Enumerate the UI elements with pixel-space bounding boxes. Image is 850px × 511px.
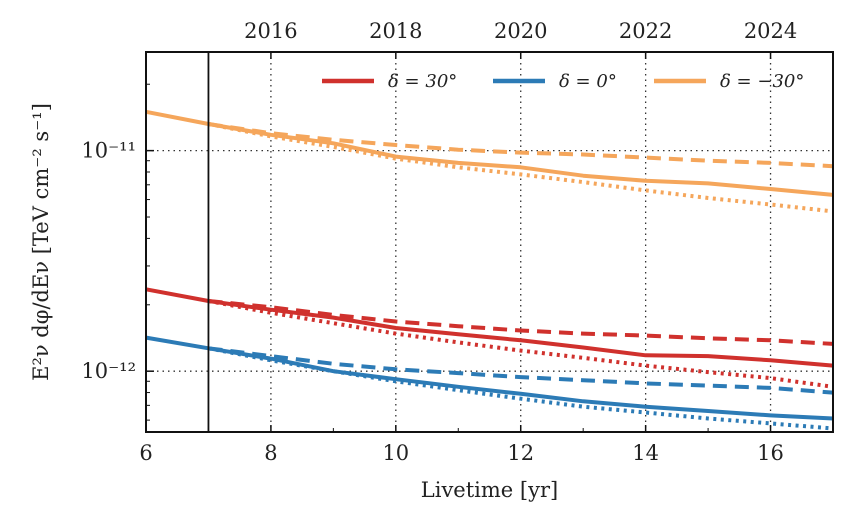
x-tick-label: 10 xyxy=(382,441,409,465)
series-line-dashed xyxy=(208,122,834,169)
series-line-dashed xyxy=(208,299,834,346)
series-line-solid xyxy=(145,109,834,197)
plot-frame xyxy=(145,51,834,433)
x-tick-label: 8 xyxy=(264,441,277,465)
grid-lines xyxy=(146,52,833,432)
top-tick-label: 2018 xyxy=(369,19,422,43)
legend-label: δ = −30° xyxy=(720,71,804,92)
y-axis-label: E²ν dφ/dEν [TeV cm⁻² s⁻¹] xyxy=(29,103,53,381)
series-line-solid xyxy=(145,335,834,421)
x-tick-label: 12 xyxy=(507,441,534,465)
top-tick-label: 2016 xyxy=(244,19,297,43)
x-tick-label: 6 xyxy=(139,441,152,465)
y-tick-label: 10⁻¹¹ xyxy=(81,139,136,163)
x-tick-label: 14 xyxy=(632,441,659,465)
top-tick-label: 2022 xyxy=(619,19,672,43)
series-lines xyxy=(145,109,834,431)
legend-label: δ = 0° xyxy=(559,71,617,92)
series-line-dotted xyxy=(208,346,834,431)
legend-label: δ = 30° xyxy=(388,71,457,92)
axis-ticks: 6 8 10 12 14 16 2016 2018 2020 2022 2024 10⁻¹² 10⁻¹¹ xyxy=(81,19,797,465)
series-line-dashed xyxy=(208,346,834,395)
series-line-dotted xyxy=(208,122,834,214)
x-tick-label: 16 xyxy=(757,441,784,465)
legend: δ = 30° δ = 0° δ = −30° xyxy=(322,71,804,92)
series-line-dotted xyxy=(208,299,834,389)
series-line-solid xyxy=(145,287,834,368)
y-tick-label: 10⁻¹² xyxy=(81,359,136,383)
top-tick-label: 2024 xyxy=(744,19,797,43)
x-axis-label: Livetime [yr] xyxy=(421,478,558,502)
top-tick-label: 2020 xyxy=(494,19,547,43)
